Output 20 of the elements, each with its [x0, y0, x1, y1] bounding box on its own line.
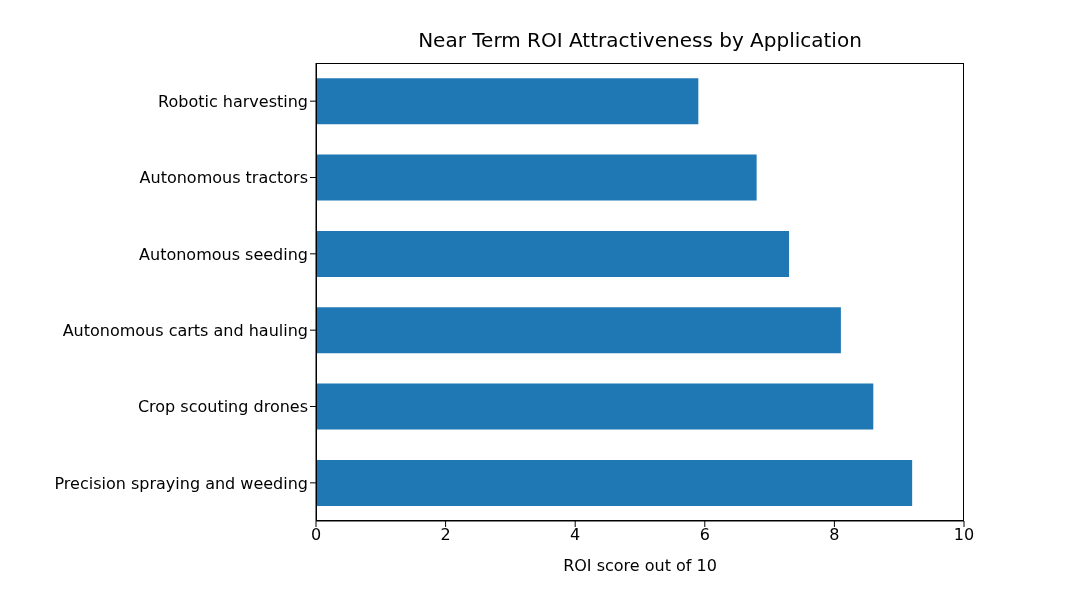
bar — [316, 78, 699, 125]
y-tick-label: Crop scouting drones — [137, 397, 308, 417]
x-axis-title: ROI score out of 10 — [563, 556, 717, 575]
x-tick-label: 10 — [953, 525, 975, 545]
x-tick-label: 6 — [699, 525, 710, 545]
bar — [316, 383, 874, 430]
x-tick-label: 0 — [310, 525, 322, 545]
x-tick-label: 4 — [570, 525, 581, 545]
x-tick-label: 2 — [440, 525, 451, 545]
chart-title: Near Term ROI Attractiveness by Application — [417, 28, 863, 52]
bar — [316, 459, 913, 506]
bar — [316, 230, 790, 277]
x-tick-label: 8 — [829, 525, 840, 545]
y-tick-label: Robotic harvesting — [158, 91, 308, 111]
y-tick-label: Autonomous tractors — [139, 168, 308, 188]
bar — [316, 154, 757, 201]
y-tick-label: Precision spraying and weeding — [54, 473, 308, 493]
y-tick-label: Autonomous carts and hauling — [62, 320, 308, 340]
bar — [316, 307, 841, 354]
y-tick-label: Autonomous seeding — [139, 244, 308, 264]
